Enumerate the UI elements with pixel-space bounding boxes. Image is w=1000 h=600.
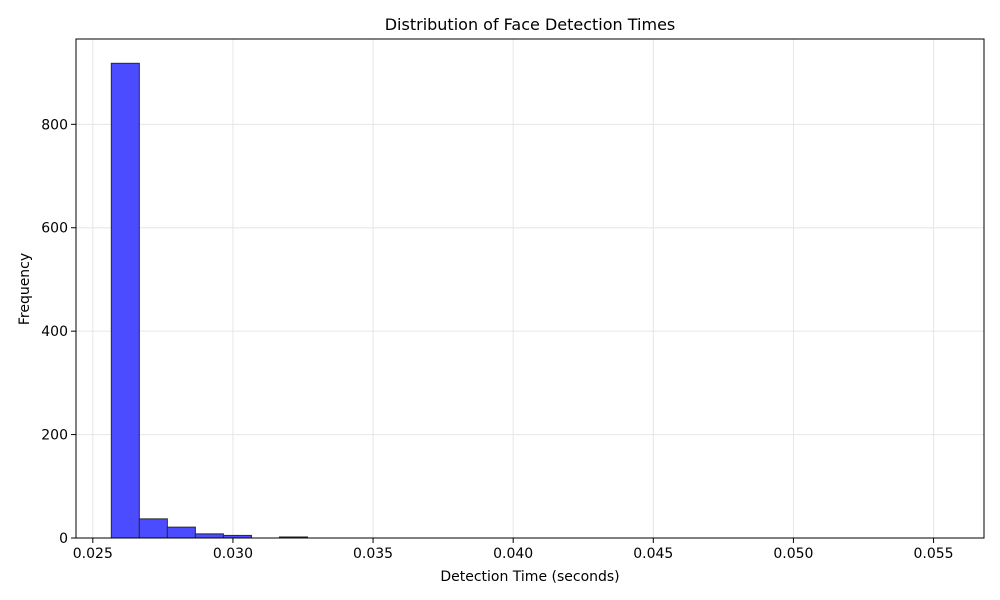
y-tick-label: 0 [59,531,68,547]
x-tick-label: 0.035 [353,546,393,562]
y-axis-ticks: 0 200 400 600 800 [41,117,76,547]
histogram-bar [194,533,224,539]
histogram-bars [110,62,308,539]
y-tick-label: 200 [41,428,68,444]
x-tick-label: 0.055 [914,546,954,562]
x-tick-label: 0.050 [773,546,813,562]
x-tick-label: 0.040 [493,546,533,562]
histogram-bar [138,518,168,539]
y-axis-label: Frequency [17,253,33,325]
y-tick-label: 600 [41,221,68,237]
y-tick-label: 800 [41,117,68,133]
histogram-bar [166,526,196,539]
y-tick-label: 400 [41,324,68,340]
x-axis-label: Detection Time (seconds) [440,569,619,585]
grid-lines [76,39,984,539]
x-tick-label: 0.030 [213,546,253,562]
x-axis-ticks: 0.025 0.030 0.035 0.040 0.045 0.050 0.055 [73,538,954,562]
x-tick-label: 0.025 [73,546,113,562]
plot-frame [75,38,985,539]
chart-title: Distribution of Face Detection Times [385,15,676,34]
histogram-bar [110,62,140,539]
x-tick-label: 0.045 [633,546,673,562]
